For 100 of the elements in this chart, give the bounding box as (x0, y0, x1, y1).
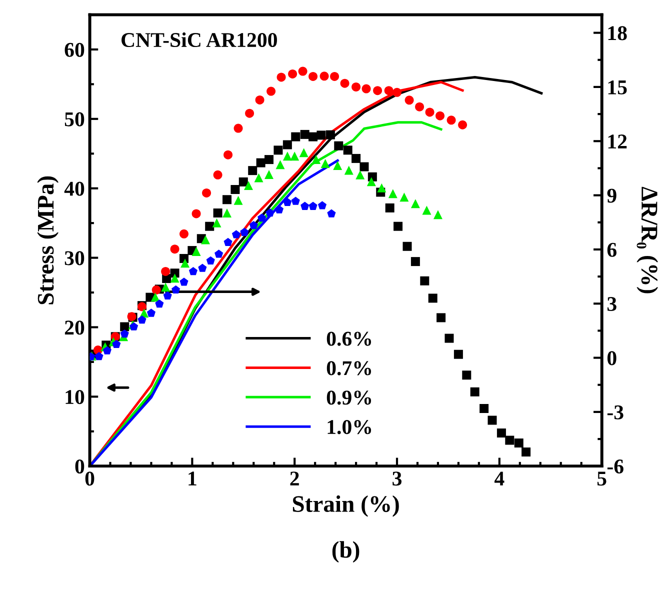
point (422, 206, 432, 215)
y2-tick-label: 0 (607, 351, 616, 366)
y2-tick-label: 3 (607, 297, 616, 312)
text: (b) (332, 541, 360, 563)
y2-tick-label: 6 (607, 242, 616, 257)
point (320, 72, 329, 81)
point (373, 86, 382, 96)
point (291, 196, 300, 205)
point (94, 352, 104, 360)
point (222, 208, 232, 218)
point (288, 69, 298, 78)
x-tick-label: 0 (85, 472, 94, 486)
point (120, 322, 130, 332)
point (224, 150, 233, 160)
x-tick-label: 2 (290, 472, 299, 486)
point (299, 148, 308, 158)
point (161, 282, 170, 292)
legend-label: 0.7% (326, 361, 372, 376)
point (198, 264, 207, 272)
point (377, 183, 386, 192)
point (308, 132, 318, 142)
point (480, 404, 489, 414)
point (192, 246, 201, 256)
point (150, 292, 160, 302)
annotation: CNT-SiC AR1200 (122, 32, 277, 48)
x-tick-label: 4 (494, 472, 504, 486)
point (202, 188, 212, 198)
point (425, 108, 434, 117)
point (276, 160, 285, 170)
point (458, 120, 468, 130)
point (264, 155, 274, 164)
point (172, 285, 180, 294)
point (170, 274, 180, 283)
y2-tick-label: 9 (607, 188, 616, 203)
point (362, 84, 371, 94)
point (410, 199, 420, 208)
point (404, 96, 414, 105)
point (505, 436, 514, 445)
point (188, 266, 198, 276)
point (326, 130, 335, 140)
y-tick-label: 20 (64, 320, 84, 335)
point (282, 152, 292, 161)
point (180, 278, 188, 286)
point (514, 438, 524, 448)
point (352, 82, 361, 92)
y2-tick-label: 12 (608, 134, 627, 148)
point (388, 189, 398, 198)
point (274, 146, 283, 155)
point (454, 350, 463, 359)
point (400, 192, 409, 202)
point (402, 242, 412, 251)
y-tick-label: 40 (64, 182, 84, 196)
point (232, 230, 240, 238)
point (214, 250, 224, 258)
point (244, 181, 254, 190)
point (356, 170, 365, 180)
point (385, 203, 394, 212)
point (343, 146, 352, 155)
x-tick-label: 1 (188, 472, 196, 486)
point (201, 235, 210, 244)
point (222, 195, 232, 204)
y2-tick-label: 15 (608, 80, 627, 94)
y-tick-label: 10 (66, 390, 84, 404)
point (212, 218, 222, 228)
point (264, 170, 274, 180)
point (410, 257, 420, 266)
point (384, 86, 394, 96)
point (488, 416, 497, 425)
point (213, 170, 222, 180)
point (283, 198, 292, 206)
y2-axis-title: ΔR/R₀ (%) (636, 186, 658, 294)
point (274, 205, 284, 214)
x-tick-label: 5 (597, 472, 606, 486)
point (291, 132, 300, 142)
point (360, 162, 369, 172)
point (308, 72, 318, 81)
point (163, 291, 172, 300)
point (352, 154, 361, 163)
y2-tick-label: -3 (607, 405, 624, 420)
point (155, 299, 164, 308)
point (290, 152, 300, 161)
x-axis-title: Strain (%) (292, 495, 399, 517)
point (300, 202, 310, 210)
point (344, 166, 354, 175)
point (256, 158, 266, 168)
x-tick-label: 3 (392, 472, 402, 486)
point (146, 308, 156, 317)
point (249, 220, 258, 230)
point (180, 258, 190, 268)
point (312, 155, 321, 164)
point (462, 370, 472, 380)
point (206, 256, 215, 264)
point (522, 448, 531, 457)
legend-label: 0.6% (326, 332, 372, 346)
y-tick-label: 30 (64, 251, 84, 266)
point (433, 210, 442, 220)
point (428, 294, 438, 303)
point (308, 202, 318, 210)
point (192, 209, 201, 218)
y-tick-label: 60 (64, 42, 84, 57)
